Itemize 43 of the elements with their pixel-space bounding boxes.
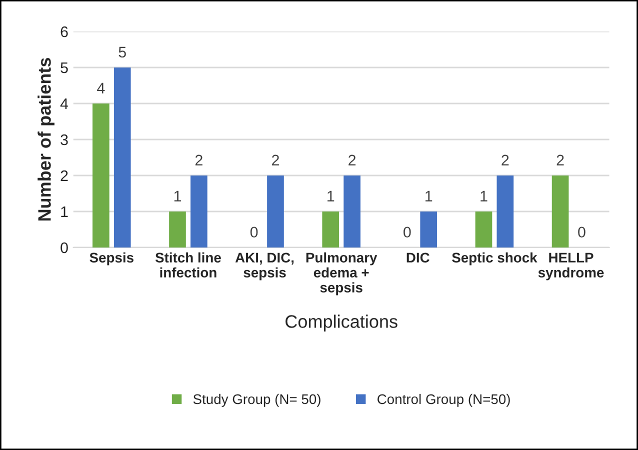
y-tick-label: 1 [61,206,68,218]
y-tick-label: 4 [60,98,68,110]
legend-label: Study Group (N= 50) [193,394,320,407]
x-tick-label: Sepsis [90,252,134,266]
data-label: 2 [502,154,509,166]
bar [190,176,208,248]
data-label: 1 [426,190,432,202]
x-tick-label: DIC [406,252,430,263]
y-tick-label: 6 [60,26,68,38]
data-label: 4 [97,82,105,94]
bar [322,212,340,248]
data-label: 1 [328,190,334,202]
data-label: 0 [578,226,586,238]
data-label: 5 [118,46,126,58]
x-tick-label: AKI, DIC, sepsis [235,252,294,280]
data-label: 1 [480,190,488,202]
y-tick-label: 0 [60,242,68,254]
x-tick-label: HELLP syndrome [538,252,604,280]
bar [344,176,360,248]
x-axis-title: Complications [286,314,398,332]
bar [169,212,186,248]
bar [552,176,569,248]
data-label: 2 [556,154,564,166]
x-tick-label: Stitch line infection [155,252,221,278]
data-label: 1 [174,190,181,202]
bar [267,176,284,248]
data-label: 2 [348,154,356,166]
y-axis-title: Number of patients [38,58,54,221]
bar [420,212,438,248]
bar [92,104,110,248]
bar [114,68,131,248]
data-label: 0 [404,226,411,238]
y-tick-label: 5 [60,62,68,74]
data-label: 2 [272,154,279,166]
y-tick-label: 3 [60,134,68,146]
legend-label: Control Group (N=50) [378,394,510,407]
x-tick-label: Septic shock [452,252,538,266]
x-tick-label: Pulmonary edema + sepsis [306,252,378,296]
y-tick-label: 2 [60,170,68,182]
data-label: 0 [250,226,258,238]
bar [475,212,492,248]
data-label: 2 [195,154,202,166]
bar [496,176,514,248]
